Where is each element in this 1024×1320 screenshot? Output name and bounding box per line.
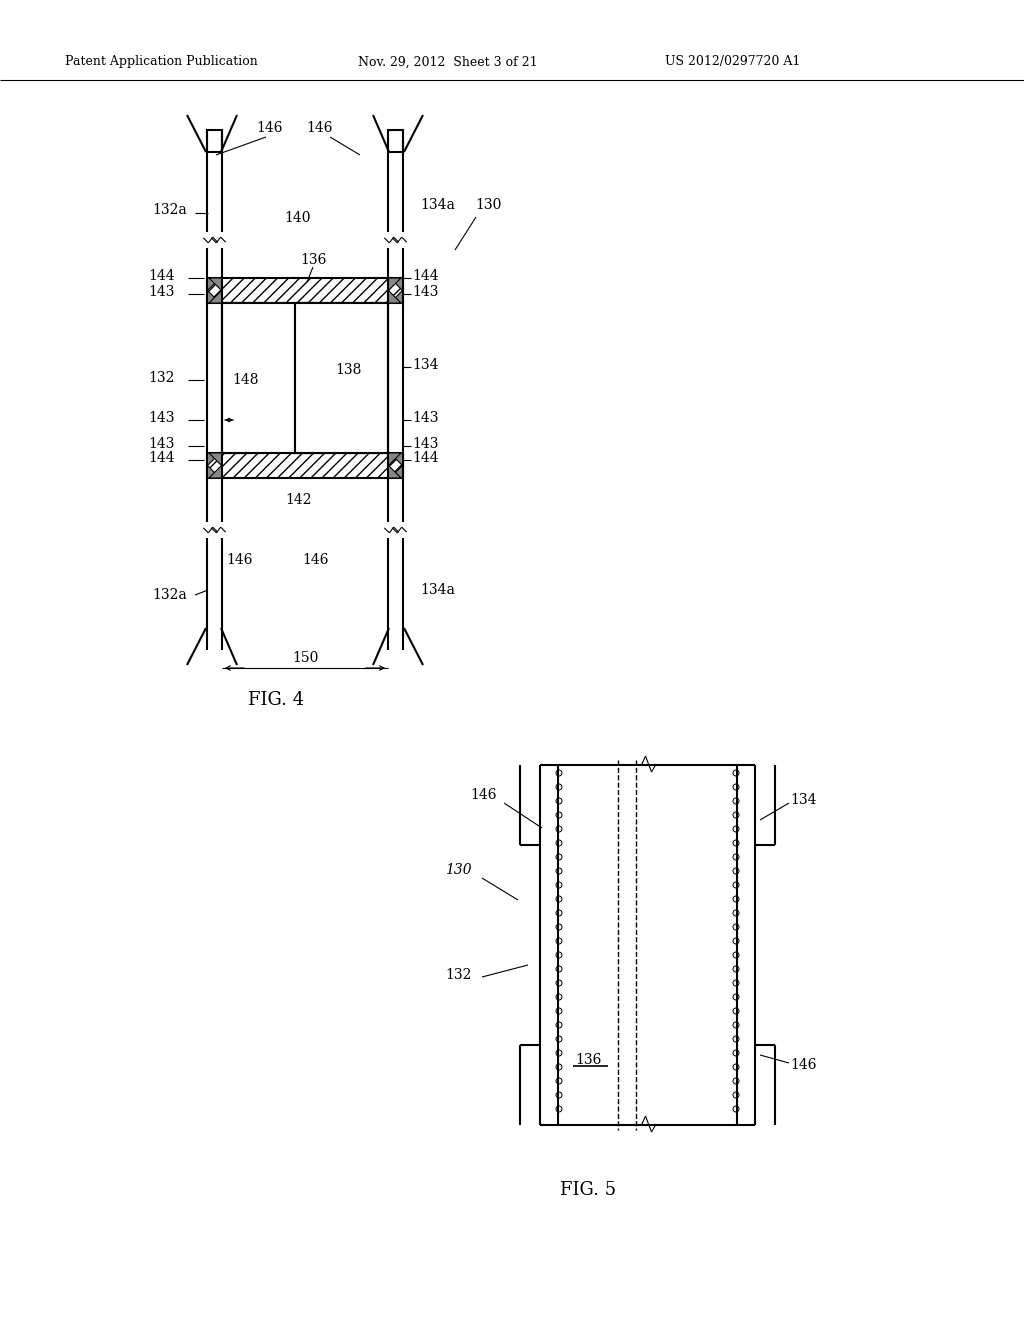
Text: 144: 144 xyxy=(148,451,175,465)
Text: 132: 132 xyxy=(148,371,174,385)
Text: 134a: 134a xyxy=(420,198,455,213)
Polygon shape xyxy=(209,279,222,290)
Text: 136: 136 xyxy=(300,253,327,267)
Bar xyxy=(207,453,403,478)
Text: 130: 130 xyxy=(475,198,502,213)
Text: 146: 146 xyxy=(790,1059,816,1072)
Polygon shape xyxy=(207,279,220,290)
Bar xyxy=(222,304,350,453)
Text: 144: 144 xyxy=(412,269,438,282)
Text: 142: 142 xyxy=(285,492,311,507)
Text: 144: 144 xyxy=(148,269,175,282)
Polygon shape xyxy=(390,453,403,466)
Polygon shape xyxy=(390,290,403,304)
Text: 146: 146 xyxy=(306,121,333,135)
Text: 138: 138 xyxy=(335,363,361,378)
Text: FIG. 5: FIG. 5 xyxy=(560,1181,616,1199)
Text: 140: 140 xyxy=(284,211,310,224)
Bar xyxy=(295,304,388,453)
Text: 134: 134 xyxy=(790,793,816,807)
Text: 132: 132 xyxy=(445,968,471,982)
Bar xyxy=(295,304,318,453)
Text: 134: 134 xyxy=(412,358,438,372)
Text: US 2012/0297720 A1: US 2012/0297720 A1 xyxy=(665,55,801,69)
Text: 143: 143 xyxy=(148,437,174,451)
Text: 150: 150 xyxy=(292,651,318,665)
Text: 143: 143 xyxy=(412,411,438,425)
Text: Nov. 29, 2012  Sheet 3 of 21: Nov. 29, 2012 Sheet 3 of 21 xyxy=(358,55,538,69)
Text: 132a: 132a xyxy=(152,203,186,216)
Polygon shape xyxy=(207,290,220,304)
Text: Patent Application Publication: Patent Application Publication xyxy=(65,55,258,69)
Polygon shape xyxy=(388,465,401,478)
Text: 146: 146 xyxy=(226,553,253,568)
Polygon shape xyxy=(390,465,403,478)
Polygon shape xyxy=(207,465,220,478)
Text: 143: 143 xyxy=(412,285,438,300)
Bar xyxy=(388,129,403,152)
Text: 130: 130 xyxy=(445,863,472,876)
Text: 148: 148 xyxy=(232,374,258,387)
Bar xyxy=(207,279,403,304)
Polygon shape xyxy=(209,290,222,304)
Bar xyxy=(222,304,260,453)
Text: 146: 146 xyxy=(256,121,283,135)
Text: 132a: 132a xyxy=(152,587,186,602)
Polygon shape xyxy=(388,290,401,304)
Polygon shape xyxy=(209,453,222,466)
Text: FIG. 4: FIG. 4 xyxy=(248,690,304,709)
Text: 136: 136 xyxy=(575,1053,601,1067)
Bar xyxy=(350,304,388,453)
Text: 146: 146 xyxy=(470,788,497,803)
Polygon shape xyxy=(207,453,220,466)
Polygon shape xyxy=(390,279,403,290)
Polygon shape xyxy=(388,279,401,290)
Text: 143: 143 xyxy=(148,411,174,425)
Text: 144: 144 xyxy=(412,451,438,465)
Text: 143: 143 xyxy=(148,285,174,300)
Bar xyxy=(207,129,222,152)
Text: 146: 146 xyxy=(302,553,329,568)
Polygon shape xyxy=(388,453,401,466)
Text: 143: 143 xyxy=(412,437,438,451)
Text: 134a: 134a xyxy=(420,583,455,597)
Polygon shape xyxy=(209,465,222,478)
